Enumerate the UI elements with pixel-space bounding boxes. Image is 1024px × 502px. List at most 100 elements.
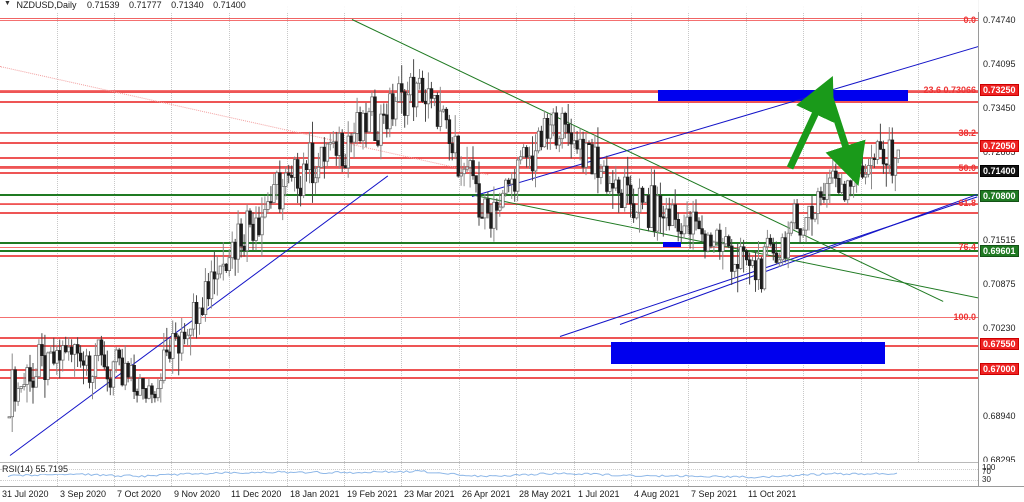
rsi-axis-tick: 70 <box>982 467 991 476</box>
symbol-name: NZDUSD,Daily <box>16 0 77 10</box>
fib-level-label: 100.0 <box>953 312 976 322</box>
ohlc-high: 0.71777 <box>129 0 162 10</box>
price-axis-tick: 0.74740 <box>983 15 1016 25</box>
support-line[interactable] <box>0 242 978 244</box>
ohlc-open: 0.71539 <box>86 0 120 10</box>
rsi-axis-tick: 100 <box>982 463 996 472</box>
time-axis-tick: 11 Dec 2020 <box>231 489 282 499</box>
rsi-oversold-line <box>0 480 978 481</box>
time-axis-tick: 19 Feb 2021 <box>347 489 398 499</box>
resistance-line[interactable] <box>0 172 978 174</box>
time-axis-tick: 3 Sep 2020 <box>60 489 107 499</box>
gridline-vertical <box>459 6 460 462</box>
price-level-tag[interactable]: 0.69601 <box>980 245 1019 257</box>
resistance-line[interactable] <box>0 345 978 347</box>
rsi-axis: 100 70 30 <box>978 462 1024 486</box>
time-axis-tick: 31 Jul 2020 <box>2 489 49 499</box>
gridline-vertical <box>918 6 919 462</box>
ohlc-close: 0.71400 <box>213 0 246 10</box>
gridline-vertical <box>631 6 632 462</box>
symbol-header-bar: ▼ NZDUSD,Daily 0.71539 0.71777 0.71340 0… <box>0 0 1024 12</box>
resistance-line[interactable] <box>0 142 978 144</box>
gridline-vertical <box>401 6 402 462</box>
fib-level-label: 0.0 <box>963 15 976 25</box>
rsi-axis-tick: 30 <box>982 475 991 484</box>
resistance-line[interactable] <box>0 369 978 371</box>
price-level-tag[interactable]: 0.67550 <box>980 338 1019 350</box>
time-axis-tick: 11 Oct 2021 <box>748 489 797 499</box>
time-axis-tick: 26 Apr 2021 <box>462 489 511 499</box>
price-axis-tick: 0.71515 <box>983 235 1016 245</box>
time-axis-tick: 1 Jul 2021 <box>578 489 620 499</box>
gridline-vertical <box>171 6 172 462</box>
gridline-vertical <box>114 6 115 462</box>
gridline-vertical <box>861 6 862 462</box>
price-axis-tick: 0.70875 <box>983 279 1016 289</box>
resistance-line[interactable] <box>0 18 978 19</box>
support-line[interactable] <box>0 194 978 196</box>
fib-level-label: 61.8 <box>958 198 976 208</box>
fib-level-label: 76.4 <box>958 242 976 252</box>
resistance-line[interactable] <box>0 166 978 168</box>
gridline-vertical <box>574 6 575 462</box>
gridline-vertical <box>631 463 632 486</box>
gridline-vertical <box>688 463 689 486</box>
supply-zone-upper[interactable] <box>658 90 908 101</box>
price-level-tag[interactable]: 0.72050 <box>980 140 1019 152</box>
fib-level-line[interactable] <box>0 168 978 169</box>
time-axis-tick: 23 Mar 2021 <box>404 489 455 499</box>
gridline-vertical <box>114 463 115 486</box>
demand-zone-small[interactable] <box>663 242 681 247</box>
price-axis-tick: 0.74095 <box>983 59 1016 69</box>
gridline-vertical <box>287 463 288 486</box>
fib-level-label: 38.2 <box>958 128 976 138</box>
time-axis-tick: 18 Jan 2021 <box>290 489 340 499</box>
gridline-vertical <box>287 6 288 462</box>
price-level-tag[interactable]: 0.67000 <box>980 363 1019 375</box>
candlestick-series <box>7 59 900 432</box>
gridline-vertical <box>459 463 460 486</box>
time-axis-tick: 9 Nov 2020 <box>174 489 221 499</box>
price-axis-tick: 0.70230 <box>983 323 1016 333</box>
time-axis[interactable]: 31 Jul 2020 3 Sep 2020 7 Oct 2020 9 Nov 202… <box>0 486 1024 502</box>
gridline-vertical <box>344 463 345 486</box>
fib-level-line[interactable] <box>0 247 978 248</box>
time-axis-tick: 28 May 2021 <box>519 489 572 499</box>
rsi-overbought-line <box>0 469 978 470</box>
price-level-tag[interactable]: 0.73250 <box>980 84 1019 96</box>
fib-level-line[interactable] <box>0 133 978 134</box>
demand-zone-lower[interactable] <box>611 342 885 364</box>
price-level-tag[interactable]: 0.70800 <box>980 190 1019 202</box>
triangle-down-icon[interactable]: ▼ <box>4 0 11 7</box>
price-level-tag[interactable]: 0.71400 <box>980 165 1019 177</box>
price-axis[interactable]: 0.747400.740950.734500.728050.721600.715… <box>978 0 1024 502</box>
ohlc-low: 0.71340 <box>171 0 204 10</box>
support-line[interactable] <box>0 250 978 252</box>
time-axis-tick: 7 Oct 2020 <box>117 489 162 499</box>
fib-level-line[interactable] <box>0 20 978 21</box>
fib-level-line[interactable] <box>0 90 978 91</box>
fib-level-label: 50.0 <box>958 163 976 173</box>
price-chart-pane[interactable]: 0.0 23.6 0.73066 38.2 50.0 61.8 76.4 100.0 <box>0 6 978 462</box>
rsi-line <box>7 469 898 479</box>
resistance-line[interactable] <box>0 157 978 159</box>
rsi-indicator-pane[interactable]: RSI(14) 55.7195 <box>0 462 978 486</box>
time-axis-tick: 4 Aug 2021 <box>634 489 680 499</box>
gridline-vertical <box>229 463 230 486</box>
resistance-line[interactable] <box>0 91 978 93</box>
resistance-line[interactable] <box>0 255 978 257</box>
time-axis-tick: 7 Sep 2021 <box>691 489 738 499</box>
gridline-vertical <box>229 6 230 462</box>
gridline-vertical <box>401 463 402 486</box>
resistance-line[interactable] <box>0 101 978 103</box>
fib-level-label: 23.6 0.73066 <box>923 85 976 95</box>
gridline-vertical <box>344 6 345 462</box>
gridline-vertical <box>57 6 58 462</box>
price-axis-tick: 0.68940 <box>983 411 1016 421</box>
resistance-line[interactable] <box>0 337 978 339</box>
resistance-line[interactable] <box>0 377 978 379</box>
gridline-vertical <box>746 463 747 486</box>
gridline-vertical <box>688 6 689 462</box>
fib-level-line[interactable] <box>0 317 978 318</box>
